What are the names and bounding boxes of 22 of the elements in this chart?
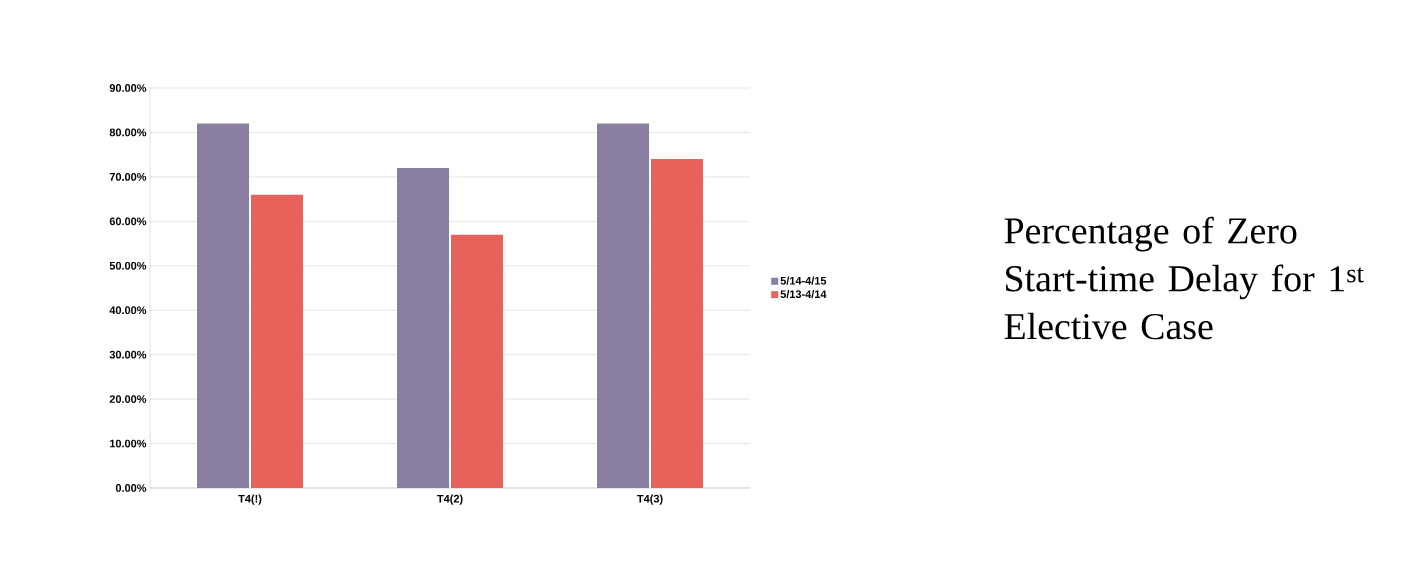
x-tick-label: T4(!)	[238, 494, 262, 505]
x-tick-label: T4(2)	[437, 494, 463, 505]
y-tick-label: 70.00%	[109, 173, 147, 181]
y-tick-label: 0.00%	[115, 484, 147, 492]
y-tick-label: 50.00%	[109, 261, 147, 270]
y-tick-label: 90.00%	[109, 84, 147, 92]
legend-label: 5/13-4/14	[780, 289, 827, 299]
bar	[651, 159, 704, 488]
bar	[197, 123, 250, 488]
legend-label: 5/14-4/15	[780, 276, 827, 285]
y-tick-label: 30.00%	[109, 350, 147, 359]
x-tick-label: T4(3)	[637, 494, 663, 505]
y-tick-label: 40.00%	[109, 306, 147, 315]
y-tick-label: 80.00%	[109, 128, 147, 137]
y-tick-label: 60.00%	[109, 217, 147, 226]
y-tick-label: 10.00%	[110, 439, 147, 448]
bar	[451, 234, 504, 488]
bar	[397, 167, 450, 488]
chart-title: Percentage of Zero Start-time Delay for 1$^{st}$ Elective Case	[1004, 216, 1364, 340]
bar	[597, 123, 650, 488]
y-tick-label: 20.00%	[109, 395, 147, 403]
bar	[251, 194, 304, 488]
